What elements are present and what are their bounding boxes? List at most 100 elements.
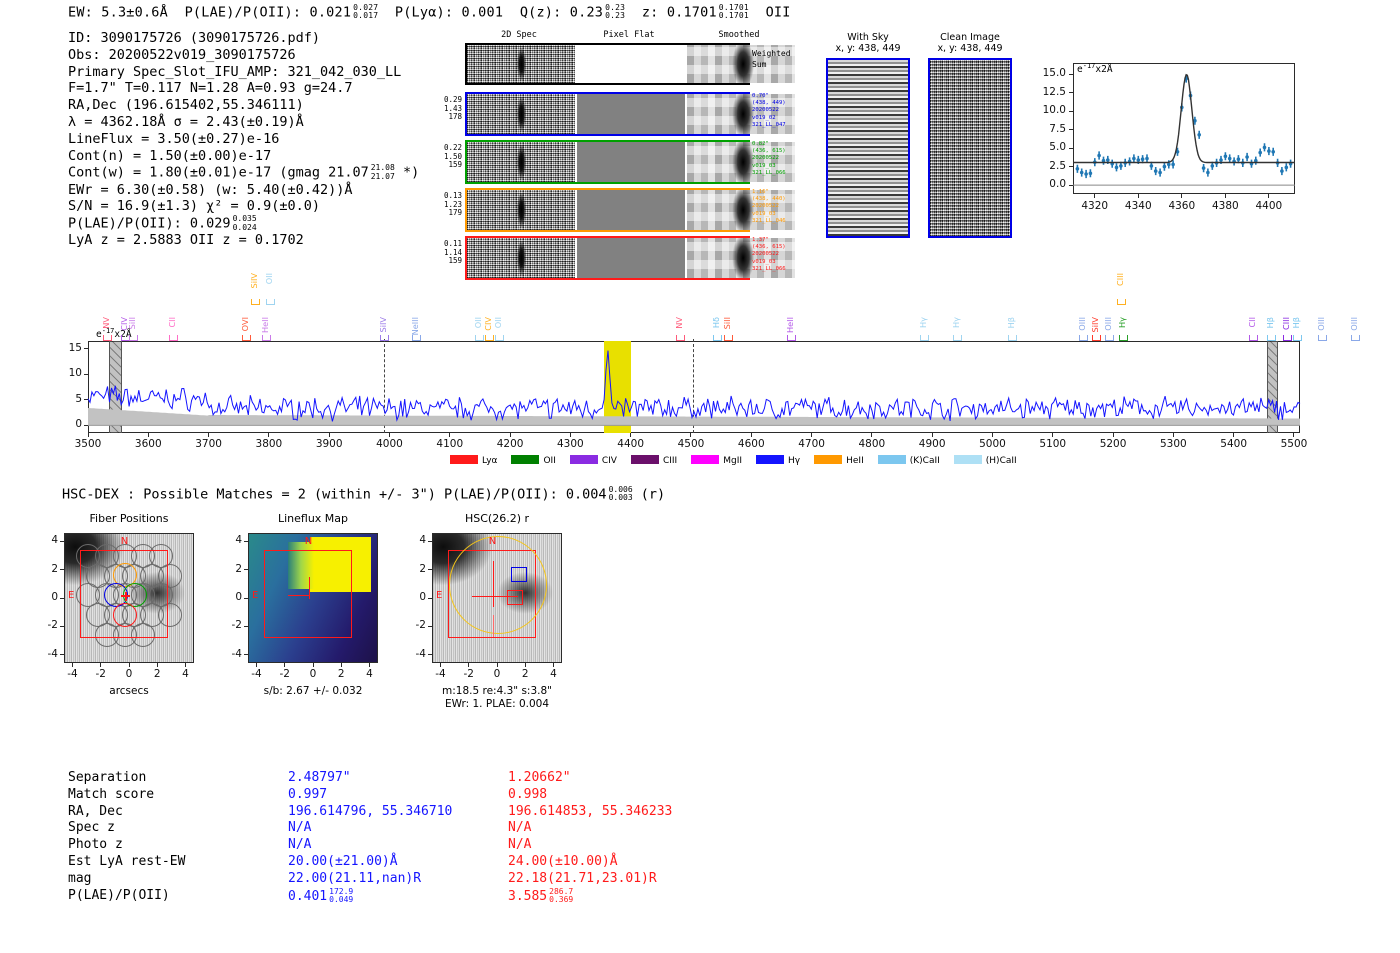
match-value-1-7: 3.585 286.7 0.369: [508, 886, 574, 904]
match-row-label-1: Match score: [68, 786, 155, 802]
legend-item-7: (K)CaII: [877, 455, 940, 466]
match-value-1-6: 22.18(21.71,23.01)R: [508, 870, 657, 886]
spectrum-ytick-label-2: 10: [68, 367, 82, 380]
legend-item-5: Hγ: [756, 455, 801, 466]
spec2d-ws-cell-1: [577, 45, 685, 83]
hsc-ytick-2-4: [428, 540, 432, 542]
spec2d-cell-2-0: [467, 190, 575, 230]
hsc-ytick-label-1-4: 4: [235, 534, 242, 547]
spec2d-row-metrics-2: 0.13 1.23 179: [420, 191, 462, 218]
spec2d-cell-3-2: [687, 238, 795, 278]
spectrum-xtick-label-7: 4200: [496, 438, 524, 450]
hsc-xtick-label-1-0: -4: [251, 668, 262, 680]
spec2d-cell-3-1: [577, 238, 685, 278]
spectrum-line-bracket-10: [475, 335, 485, 341]
info-line-5: λ = 4362.18Å σ = 2.43(±0.19)Å: [68, 113, 304, 130]
spectrum-line-bracket-22: [1105, 335, 1115, 341]
hsc-ytick-label-2-1: -2: [415, 619, 426, 632]
spectrum-xtick-label-11: 4600: [737, 438, 765, 450]
hsc-ytick-0-2: [60, 597, 64, 599]
fiber-highlight-3: [112, 603, 137, 628]
hsc-xtick-2-4: [553, 663, 555, 667]
hsc-ytick-label-0-2: 0: [51, 591, 58, 603]
zoom-xtick-1: [1137, 194, 1139, 198]
zoom-ytick-3: [1069, 129, 1073, 131]
hsc-ytick-label-0-4: 4: [51, 534, 58, 547]
legend-swatch-CIII: [630, 455, 659, 464]
spec2d-row-0: [465, 92, 795, 136]
hsc-ytick-2-0: [428, 654, 432, 656]
compass-east-0: E: [68, 589, 75, 601]
zoom-ytick-label-0: 0.0: [1049, 178, 1066, 191]
spec2d-metric-3-0: 0.11: [443, 239, 462, 248]
spec2d-emission-blob: [516, 241, 527, 275]
spectrum-ytick-2: [84, 373, 88, 375]
hsc-ytick-label-1-0: -4: [231, 647, 242, 660]
spectrum-units-label: e-17x2Å: [96, 326, 132, 340]
hsc-xtick-0-0: [71, 663, 73, 667]
spec2d-row-meta-3: 1.37" (436, 615) 20200522 v019_03 321_LL_066: [752, 237, 822, 273]
spectrum-xtick-0: [87, 433, 89, 437]
zoom-ytick-0: [1069, 184, 1073, 186]
zoom-ytick-6: [1069, 73, 1073, 75]
spec2d-row-meta-1: 0.82" (436, 615) 20200522 v019_03 321_LL_066: [752, 141, 822, 177]
legend-item-8: (H)CaII: [953, 455, 1017, 466]
spec2d-emission-blob: [516, 48, 527, 80]
spectrum-xtick-label-6: 4100: [436, 438, 464, 450]
thumbnail-coords-0: x, y: 438, 449: [835, 43, 901, 54]
hsc-panel-xlabel-1: s/b: 2.67 +/- 0.032: [198, 685, 428, 698]
spec2d-metric-1-1: 1.50: [443, 151, 462, 161]
hsc-xlabel-text-2: m:18.5 re:4.3" s:3.8": [442, 685, 552, 697]
spec2d-metric-2-0: 0.13: [443, 191, 462, 200]
hsc-panel-xlabel-2: m:18.5 re:4.3" s:3.8" EWr: 1. PLAE: 0.004: [382, 685, 612, 711]
spec2d-row-meta-2: 1.16" (438, 440) 20200522 v019_03 321_LL_046: [752, 189, 822, 225]
spec2d-meta-1-4: 321_LL_066: [752, 169, 786, 176]
spectrum-xtick-5: [388, 433, 390, 437]
thumbnail-title-0: With Sky: [847, 32, 889, 43]
match-table-column-0: 2.48797" 0.997 196.614796, 55.346710 N/A N/A…: [288, 770, 518, 904]
match-value-0-2: 196.614796, 55.346710: [288, 803, 453, 819]
hsc-crosshair-h: [472, 595, 518, 598]
legend-label-(H)CaII: (H)CaII: [985, 456, 1017, 466]
hsc-ytick-1-4: [244, 540, 248, 542]
thumbnail-caption-0: With Sky x, y: 438, 449: [808, 32, 928, 54]
legend-swatch-OII: [511, 455, 540, 464]
hsc-xtick-1-4: [369, 663, 371, 667]
hsc-xtick-label-2-0: -4: [435, 668, 446, 680]
spec2d-cell-3-0: [467, 238, 575, 278]
legend-label-(K)CaII: (K)CaII: [909, 456, 940, 466]
spectrum-line-bracket-17: [920, 335, 930, 341]
zoom-ytick-1: [1069, 166, 1073, 168]
spec2d-ws-cell-2: [687, 45, 795, 83]
info-line-7: Cont(n) = 1.50(±0.00)e-17: [68, 147, 272, 164]
spec2d-meta-0-4: 321_LL_047: [752, 121, 786, 128]
hsc-panel-title-1: Lineflux Map: [277, 512, 349, 525]
match-row-label-5: Est LyA rest-EW: [68, 853, 186, 869]
thumbnail-caption-1: Clean Image x, y: 438, 449: [910, 32, 1030, 54]
spectrum-xtick-20: [1293, 433, 1295, 437]
spectrum-xtick-17: [1112, 433, 1114, 437]
spec2d-meta-1-3: v019_03: [752, 162, 776, 169]
legend-label-CIV: CIV: [601, 456, 617, 466]
spectrum-xtick-10: [690, 433, 692, 437]
ifu-bounds-box: [80, 550, 168, 638]
spec2d-meta-2-1: (438, 440): [752, 196, 786, 203]
spectrum-xtick-4: [328, 433, 330, 437]
hsc-xtick-1-0: [255, 663, 257, 667]
spectrum-xtick-9: [630, 433, 632, 437]
zoom-xtick-label-0: 4320: [1081, 200, 1109, 212]
hsc-ytick-1-3: [244, 569, 248, 571]
zoom-ytick-label-3: 7.5: [1049, 122, 1066, 135]
spec2d-metric-0-2: 178: [448, 112, 462, 122]
spectrum-line-bracket-16: [787, 335, 797, 341]
hsc-xtick-label-1-2: 0: [309, 668, 317, 680]
compass-north-2: N: [488, 536, 497, 547]
spectrum-line-bracket-3: [169, 335, 179, 341]
spectrum-xtick-12: [811, 433, 813, 437]
spectrum-ytick-0: [84, 424, 88, 426]
info-line-6: LineFlux = 3.50(±0.27)e-16: [68, 130, 280, 147]
hsc-ytick-label-2-2: 0: [419, 591, 426, 603]
legend-label-Hγ: Hγ: [788, 456, 801, 466]
spec2d-weighted-sum-row: [465, 43, 795, 85]
fiber-circle-19: [158, 602, 183, 627]
